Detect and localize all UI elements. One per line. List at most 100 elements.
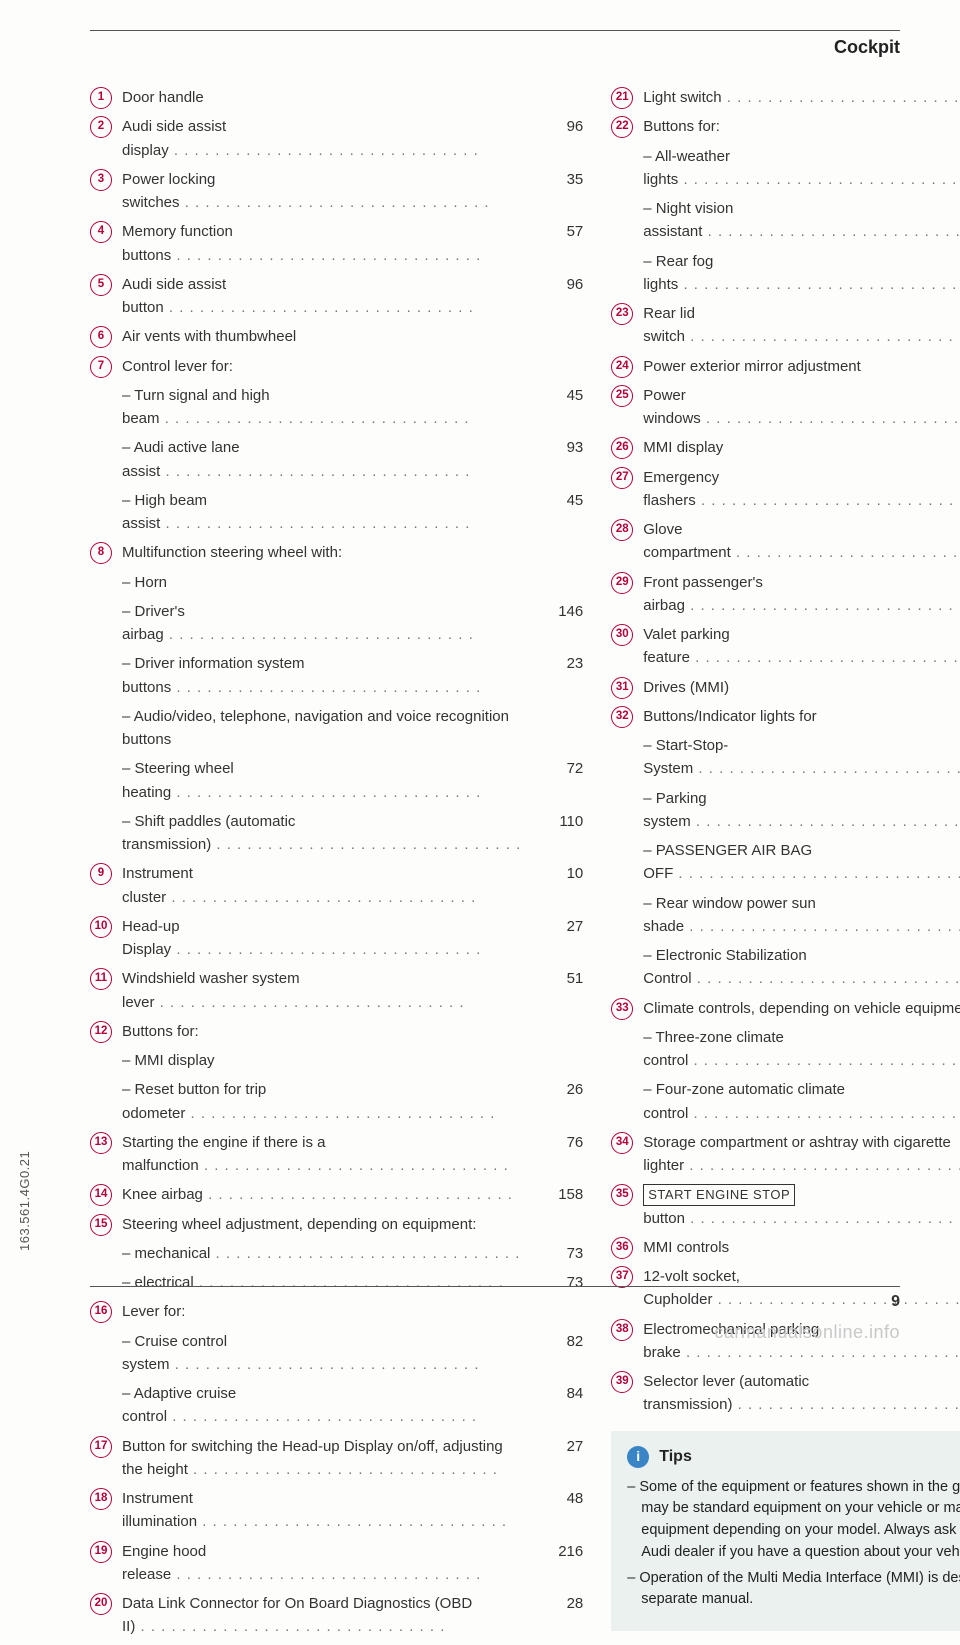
index-item: 8Multifunction steering wheel with: xyxy=(90,541,583,564)
index-item: 33Climate controls, depending on vehicle… xyxy=(611,997,960,1020)
index-item: 23Rear lid switch36 xyxy=(611,302,960,349)
item-number-badge: 1 xyxy=(90,87,112,109)
item-label: MMI display xyxy=(643,436,960,459)
index-subitem: All-weather lights44 xyxy=(611,145,960,192)
index-item: 2Audi side assist display96 xyxy=(90,115,583,162)
index-item: 39Selector lever (automatic transmission… xyxy=(611,1370,960,1417)
index-subitem: MMI display xyxy=(90,1049,583,1072)
index-item: 26 MMI display xyxy=(611,436,960,459)
index-subitem: Cruise control system82 xyxy=(90,1330,583,1377)
index-item: 27Emergency flashers47 xyxy=(611,466,960,513)
index-item: 4 Memory function buttons57 xyxy=(90,220,583,267)
item-page: 45 xyxy=(521,489,583,512)
tips-box: i Tips Some of the equipment or features s… xyxy=(611,1431,960,1632)
item-number-badge: 4 xyxy=(90,221,112,243)
item-label: Rear fog lights xyxy=(643,250,960,297)
item-number-badge: 9 xyxy=(90,863,112,885)
item-number-badge: 24 xyxy=(611,356,633,378)
item-label: MMI display xyxy=(122,1049,521,1072)
item-label: Data Link Connector for On Board Diagnos… xyxy=(122,1592,521,1639)
index-subitem: PASSENGER AIR BAG OFF154 xyxy=(611,839,960,886)
item-page: 48 xyxy=(521,1487,583,1510)
item-number-badge: 34 xyxy=(611,1132,633,1154)
item-label: All-weather lights xyxy=(643,145,960,192)
document-code: 163.561.4G0.21 xyxy=(17,1151,32,1251)
item-label: Windshield washer system lever xyxy=(122,967,521,1014)
item-page: 84 xyxy=(521,1382,583,1405)
tips-item: Operation of the Multi Media Interface (… xyxy=(627,1568,960,1612)
item-number-badge: 31 xyxy=(611,677,633,699)
item-label: Instrument illumination xyxy=(122,1487,521,1534)
item-number-badge: 36 xyxy=(611,1237,633,1259)
item-number-badge: 11 xyxy=(90,968,112,990)
item-label: Driver's airbag xyxy=(122,600,521,647)
index-item: 25Power windows40 xyxy=(611,384,960,431)
item-page: 23 xyxy=(521,652,583,675)
tips-title: Tips xyxy=(659,1445,692,1469)
item-page: 93 xyxy=(521,436,583,459)
index-item: 35START ENGINE STOP button74 xyxy=(611,1183,960,1230)
item-label: Knee airbag xyxy=(122,1183,521,1206)
index-item: 30Valet parking feature41 xyxy=(611,623,960,670)
item-label: Audio/video, telephone, navigation and v… xyxy=(122,705,521,752)
item-number-badge: 38 xyxy=(611,1319,633,1341)
item-number-badge: 8 xyxy=(90,542,112,564)
item-number-badge: 29 xyxy=(611,572,633,594)
item-page: 57 xyxy=(521,220,583,243)
index-item: 17Button for switching the Head-up Displ… xyxy=(90,1435,583,1482)
item-number-badge: 20 xyxy=(90,1593,112,1615)
item-number-badge: 19 xyxy=(90,1541,112,1563)
watermark: carmanualsonline.info xyxy=(714,1322,900,1343)
item-label: Driver information system buttons xyxy=(122,652,521,699)
item-page: 51 xyxy=(521,967,583,990)
item-label: Four-zone automatic climate control xyxy=(643,1078,960,1125)
item-number-badge: 2 xyxy=(90,116,112,138)
index-subitem: Rear window power sun shade50 xyxy=(611,892,960,939)
index-item: 5Audi side assist button96 xyxy=(90,273,583,320)
item-label: Audi active lane assist xyxy=(122,436,521,483)
item-number-badge: 5 xyxy=(90,274,112,296)
info-icon: i xyxy=(627,1446,649,1468)
index-item: 3Power locking switches35 xyxy=(90,168,583,215)
index-subitem: Rear fog lights44 xyxy=(611,250,960,297)
item-number-badge: 14 xyxy=(90,1184,112,1206)
index-item: 7Control lever for: xyxy=(90,355,583,378)
item-label: Emergency flashers xyxy=(643,466,960,513)
index-item: 13Starting the engine if there is a malf… xyxy=(90,1131,583,1178)
item-label: mechanical xyxy=(122,1242,521,1265)
item-number-badge: 3 xyxy=(90,169,112,191)
item-label: Cruise control system xyxy=(122,1330,521,1377)
item-page: 45 xyxy=(521,384,583,407)
header-bar: Cockpit xyxy=(90,30,900,58)
item-number-badge: 15 xyxy=(90,1214,112,1236)
tips-item: Some of the equipment or features shown … xyxy=(627,1477,960,1564)
item-label: Electronic Stabilization Control xyxy=(643,944,960,991)
item-number-badge: 26 xyxy=(611,437,633,459)
item-label: Shift paddles (automatic transmission) xyxy=(122,810,521,857)
index-subitem: Driver's airbag146 xyxy=(90,600,583,647)
item-label: Audi side assist display xyxy=(122,115,521,162)
item-number-badge: 35 xyxy=(611,1184,633,1206)
item-label: Turn signal and high beam xyxy=(122,384,521,431)
index-subitem: Audi active lane assist93 xyxy=(90,436,583,483)
index-item: 36MMI controls xyxy=(611,1236,960,1259)
left-column: 1Door handle2Audi side assist display963… xyxy=(90,86,583,1645)
item-label: Horn xyxy=(122,571,521,594)
index-item: 32Buttons/Indicator lights for xyxy=(611,705,960,728)
item-number-badge: 32 xyxy=(611,706,633,728)
item-label: Drives (MMI) xyxy=(643,676,960,699)
index-item: 22Buttons for: xyxy=(611,115,960,138)
index-subitem: Horn xyxy=(90,571,583,594)
index-item: 11 Windshield washer system lever51 xyxy=(90,967,583,1014)
item-page: 27 xyxy=(521,915,583,938)
item-number-badge: 33 xyxy=(611,998,633,1020)
item-label: Buttons for: xyxy=(122,1020,521,1043)
index-subitem: Driver information system buttons23 xyxy=(90,652,583,699)
item-label: High beam assist xyxy=(122,489,521,536)
item-label: Memory function buttons xyxy=(122,220,521,267)
index-item: 21Light switch44 xyxy=(611,86,960,109)
item-number-badge: 12 xyxy=(90,1021,112,1043)
right-column: 21Light switch44 22Buttons for: All-weathe… xyxy=(611,86,960,1645)
item-label: Light switch xyxy=(643,86,960,109)
item-page: 72 xyxy=(521,757,583,780)
